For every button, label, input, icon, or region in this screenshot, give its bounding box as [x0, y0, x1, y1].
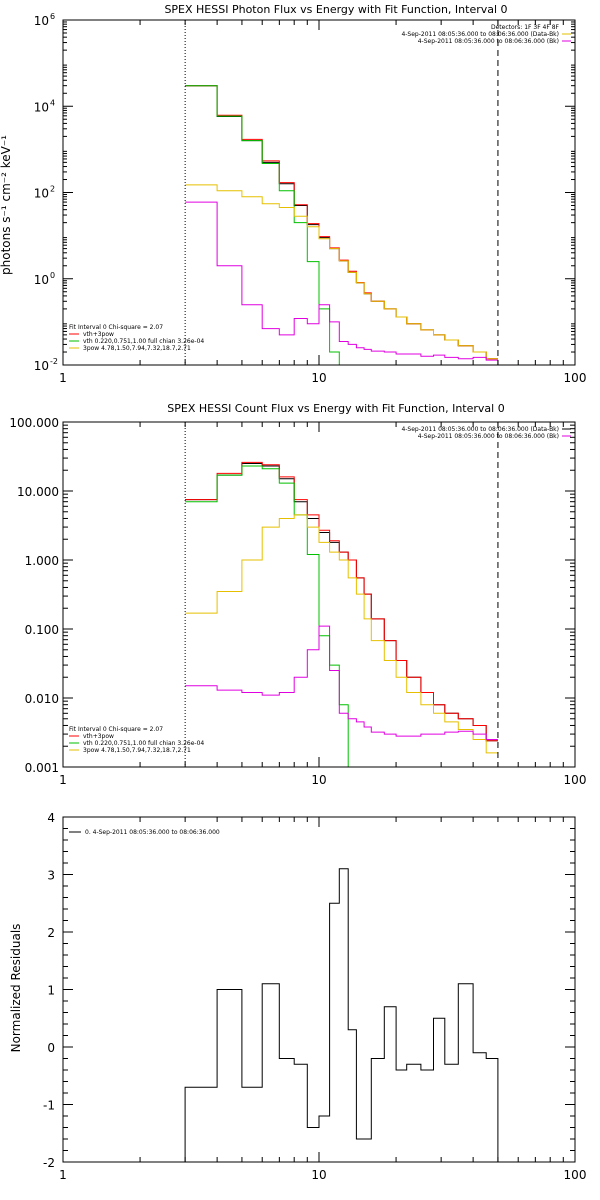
series-line-4 — [185, 625, 498, 740]
reference-lines — [184, 422, 499, 767]
legend-header: Fit Interval 0 Chi-square = 2.07 — [69, 324, 163, 331]
series-line-0 — [184, 868, 499, 1162]
y-tick-label: 4 — [47, 811, 55, 825]
legend-entry: 4-Sep-2011 08:05:36.000 to 08:06:36.000 … — [401, 31, 559, 38]
y-tick-exponent: 4 — [50, 98, 55, 107]
y-tick-label: -2 — [43, 1156, 55, 1170]
y-tick-label: 0 — [47, 1041, 55, 1055]
panel-title: SPEX HESSI Count Flux vs Energy with Fit… — [167, 402, 504, 415]
legend: Detectors: 1F 3F 4F 8F4-Sep-2011 08:05:3… — [69, 24, 571, 352]
legend: 4-Sep-2011 08:05:36.000 to 08:06:36.000 … — [69, 426, 571, 754]
y-tick-label: 10 — [34, 359, 49, 373]
legend-header: Fit Interval 0 Chi-square = 2.07 — [69, 726, 163, 733]
legend-entry: 4-Sep-2011 08:05:36.000 to 08:06:36.000 … — [401, 426, 559, 433]
series-line-1 — [185, 461, 498, 742]
legend-entry: 4-Sep-2011 08:05:36.000 to 08:06:36.000 … — [418, 38, 559, 45]
legend-entry: Detectors: 1F 3F 4F 8F — [491, 24, 560, 31]
legend-entry: vth 0.220,0.751,1.00 full chian 3.26e-04 — [83, 338, 204, 345]
plot-frame — [62, 421, 576, 768]
legend-entry: vth+3pow — [83, 733, 114, 740]
y-tick-label: 1.000 — [25, 554, 59, 568]
series-line-3 — [185, 514, 498, 754]
y-tick-label: 10 — [34, 273, 49, 287]
legend-entry: 3pow 4.78,1.50,7.94,7.32,18.7,2.71 — [83, 345, 191, 352]
series-line-1 — [185, 85, 498, 360]
legend-entry: vth+3pow — [83, 331, 114, 338]
plot-frame — [62, 19, 576, 366]
axis-ticks: 1 10 100 100.000 10.000 1.000 0.100 0.010 0.001 — [9, 416, 586, 787]
y-tick-label: 2 — [47, 926, 55, 940]
x-tick-label: 10 — [311, 371, 326, 385]
y-tick-exponent: 2 — [50, 185, 55, 194]
x-tick-label: 100 — [564, 773, 587, 787]
reference-lines — [184, 20, 499, 365]
x-tick-label: 1 — [59, 1168, 67, 1182]
residuals-panel: 1 10 100 -2 -1 0 1 2 3 4 0. 4-Sep-2011 08:05:36.0… — [9, 811, 586, 1182]
x-tick-label: 1 — [59, 371, 67, 385]
series-group — [184, 868, 499, 1162]
series-group — [185, 85, 498, 366]
y-tick-label: 0.100 — [25, 623, 59, 637]
y-axis-label: Normalized Residuals — [9, 924, 23, 1053]
legend-entry: 4-Sep-2011 08:05:36.000 to 08:06:36.000 … — [418, 433, 559, 440]
y-tick-exponent: 6 — [50, 12, 55, 21]
y-tick-label: 0.001 — [25, 761, 59, 775]
series-line-4 — [185, 201, 498, 361]
series-line-3 — [185, 184, 498, 360]
legend-entry: 3pow 4.78,1.50,7.94,7.32,18.7,2.71 — [83, 747, 191, 754]
y-tick-label: 1 — [47, 984, 55, 998]
y-tick-label: -1 — [43, 1099, 55, 1113]
legend-entry: vth 0.220,0.751,1.00 full chian 3.26e-04 — [83, 740, 204, 747]
y-tick-exponent: 0 — [50, 271, 55, 280]
axis-ticks: 1 10 100 -2 -1 0 1 2 3 4 — [43, 811, 586, 1182]
y-tick-label: 10.000 — [17, 485, 59, 499]
plot-frame — [62, 816, 576, 1163]
y-tick-label: 100.000 — [9, 416, 59, 430]
y-tick-label: 10 — [34, 14, 49, 28]
x-tick-label: 1 — [59, 773, 67, 787]
x-tick-label: 10 — [311, 773, 326, 787]
series-line-2 — [185, 85, 498, 366]
y-tick-label: 0.010 — [25, 692, 59, 706]
x-tick-label: 100 — [564, 371, 587, 385]
legend-entry: 0. 4-Sep-2011 08:05:36.000 to 08:06:36.0… — [85, 829, 220, 836]
series-group — [185, 461, 498, 768]
count-flux-panel: SPEX HESSI Count Flux vs Energy with Fit… — [9, 402, 586, 787]
y-axis-label: photons s⁻¹ cm⁻² keV⁻¹ — [0, 135, 13, 275]
series-line-0 — [185, 85, 498, 360]
photon-flux-panel: SPEX HESSI Photon Flux vs Energy with Fi… — [0, 3, 586, 385]
panel-title: SPEX HESSI Photon Flux vs Energy with Fi… — [164, 3, 507, 16]
x-tick-label: 100 — [564, 1168, 587, 1182]
legend: 0. 4-Sep-2011 08:05:36.000 to 08:06:36.0… — [69, 829, 220, 836]
x-tick-label: 10 — [311, 1168, 326, 1182]
y-tick-label: 3 — [47, 869, 55, 883]
y-tick-exponent: -2 — [50, 357, 58, 366]
series-line-0 — [185, 463, 498, 742]
y-tick-label: 10 — [34, 100, 49, 114]
y-tick-label: 10 — [34, 187, 49, 201]
